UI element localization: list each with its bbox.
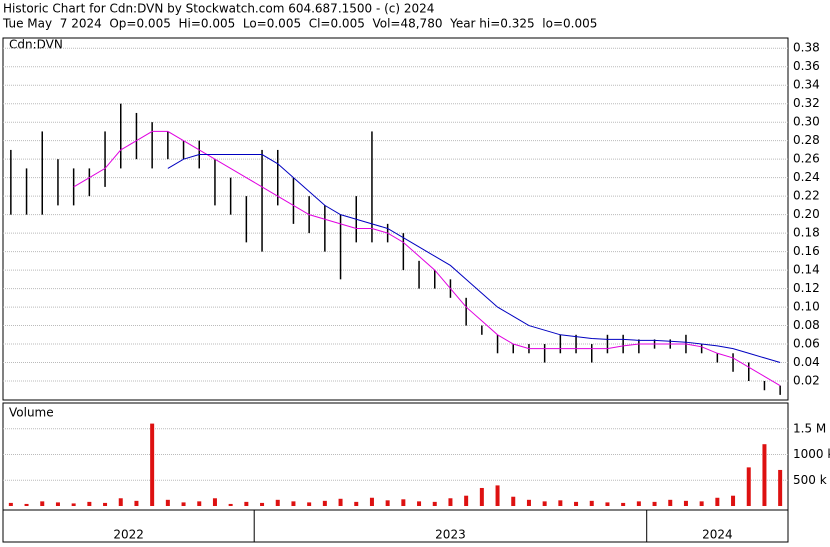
- x-tick-label: 2023: [435, 528, 466, 542]
- y-tick-label: 0.26: [793, 152, 820, 166]
- volume-bar: [244, 501, 249, 506]
- volume-bar: [260, 502, 265, 506]
- volume-bar: [165, 499, 170, 506]
- volume-bar: [558, 500, 563, 506]
- volume-bar: [212, 498, 217, 506]
- y-tick-label: 0.36: [793, 59, 820, 73]
- symbol-label: Cdn:DVN: [9, 38, 63, 52]
- y-tick-label: 0.10: [793, 300, 820, 314]
- moving-average: [167, 154, 781, 364]
- y-tick-label: 1.5 M: [793, 421, 826, 435]
- volume-bar: [715, 497, 720, 506]
- moving-average: [73, 130, 781, 387]
- volume-bar: [683, 500, 688, 506]
- volume-bar: [464, 495, 469, 506]
- y-tick-label: 0.16: [793, 244, 820, 258]
- volume-bar: [150, 423, 155, 506]
- volume-bar: [322, 500, 327, 506]
- volume-bar: [589, 500, 594, 506]
- volume-bar: [746, 467, 751, 506]
- y-tick-label: 0.32: [793, 96, 820, 110]
- volume-bar: [731, 495, 736, 506]
- volume-bar: [511, 496, 516, 506]
- volume-bar: [668, 499, 673, 506]
- volume-bar: [778, 469, 783, 506]
- y-tick-label: 0.04: [793, 355, 820, 369]
- y-tick-label: 0.22: [793, 189, 820, 203]
- volume-bar: [291, 501, 296, 506]
- y-tick-label: 1000 k: [793, 447, 830, 461]
- y-tick-label: 0.06: [793, 337, 820, 351]
- price-panel: [2, 37, 789, 401]
- x-tick-label: 2022: [113, 528, 144, 542]
- volume-bar: [118, 498, 123, 506]
- volume-bar: [401, 499, 406, 506]
- volume-bar: [338, 498, 343, 506]
- y-tick-label: 0.18: [793, 226, 820, 240]
- y-tick-label: 0.02: [793, 374, 820, 388]
- y-tick-label: 0.12: [793, 281, 820, 295]
- volume-bar: [55, 502, 60, 506]
- chart-subtitle: Tue May 7 2024 Op=0.005 Hi=0.005 Lo=0.00…: [2, 17, 597, 31]
- volume-bar: [762, 444, 767, 506]
- volume-bar: [134, 500, 139, 506]
- volume-bar: [574, 501, 579, 506]
- volume-bar: [181, 502, 186, 506]
- volume-bar: [636, 501, 641, 506]
- volume-bar: [432, 501, 437, 506]
- y-tick-label: 0.20: [793, 207, 820, 221]
- volume-bar: [8, 502, 13, 506]
- volume-bar: [354, 501, 359, 506]
- volume-bar: [275, 499, 280, 506]
- volume-bar: [495, 485, 500, 506]
- y-tick-label: 0.14: [793, 263, 820, 277]
- volume-bar: [87, 501, 92, 506]
- volume-bar: [417, 501, 422, 506]
- volume-bar: [197, 501, 202, 506]
- x-axis-panel: [2, 509, 789, 543]
- y-tick-label: 500 k: [793, 473, 827, 487]
- volume-bar: [542, 501, 547, 506]
- volume-bar: [369, 497, 374, 506]
- x-tick-label: 2024: [702, 528, 733, 542]
- volume-bar: [448, 498, 453, 506]
- volume-bar: [605, 502, 610, 506]
- volume-bar: [621, 502, 626, 506]
- volume-bar: [307, 502, 312, 506]
- volume-label: Volume: [9, 406, 54, 420]
- volume-bar: [385, 500, 390, 506]
- y-tick-label: 0.08: [793, 318, 820, 332]
- y-tick-label: 0.38: [793, 41, 820, 55]
- chart-title: Historic Chart for Cdn:DVN by Stockwatch…: [3, 2, 434, 16]
- y-tick-label: 0.28: [793, 133, 820, 147]
- volume-bar: [652, 501, 657, 506]
- y-tick-label: 0.24: [793, 170, 820, 184]
- volume-bar: [228, 503, 233, 506]
- volume-bar: [103, 502, 108, 506]
- volume-bar: [526, 499, 531, 506]
- volume-bar: [479, 487, 484, 506]
- y-tick-label: 0.30: [793, 115, 820, 129]
- y-tick-label: 0.34: [793, 78, 820, 92]
- volume-bar: [71, 503, 76, 506]
- volume-bar: [699, 501, 704, 506]
- volume-bar: [40, 501, 45, 506]
- volume-bar: [24, 503, 29, 506]
